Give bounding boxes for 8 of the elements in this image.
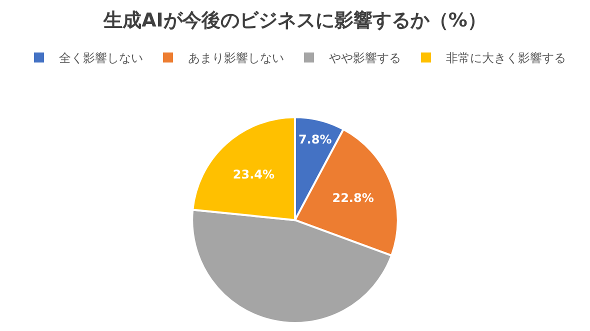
data-label: 22.8% [332,190,374,205]
chart-title: 生成AIが今後のビジネスに影響するか（%） [102,10,486,32]
legend-label: 全く影響しない [59,51,143,66]
legend-label: 非常に大きく影響する [446,51,566,66]
data-label: 7.8% [298,132,332,147]
legend-label: やや影響する [329,51,401,66]
legend-label: あまり影響しない [188,51,284,66]
data-label: 23.4% [232,167,275,182]
